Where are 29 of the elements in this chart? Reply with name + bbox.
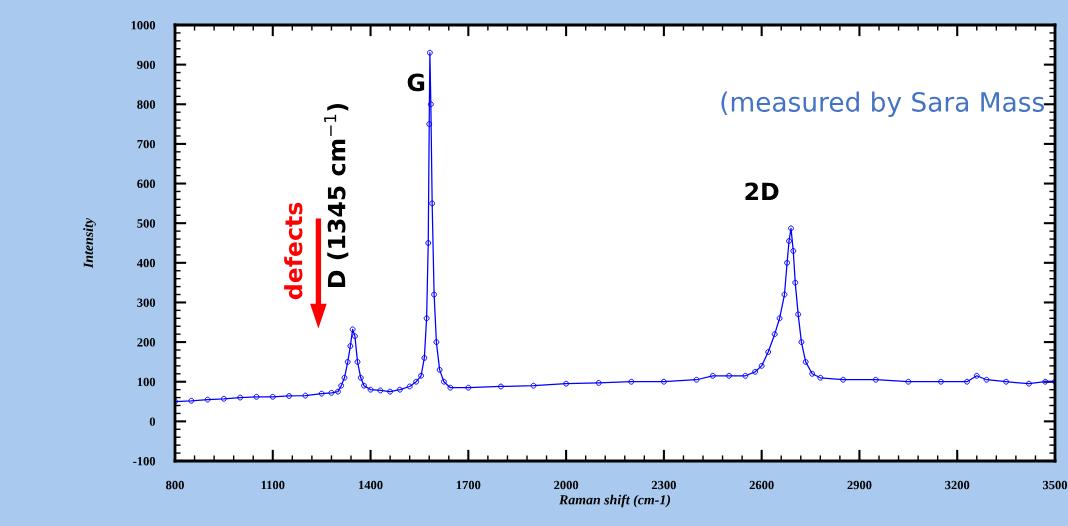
y-tick-label: 700 [137, 139, 156, 149]
x-tick-label: 800 [166, 480, 184, 490]
y-tick-label: 400 [136, 258, 156, 268]
y-tick-label: 1000 [131, 21, 156, 30]
annotation: 2D [745, 182, 779, 200]
x-tick-label: 3200 [945, 480, 970, 490]
y-tick-label: 200 [137, 338, 156, 347]
x-tick-label: 2900 [847, 480, 872, 490]
x-tick-label: 2000 [554, 480, 579, 490]
y-tick-label: 300 [137, 298, 156, 307]
annotation: defects [284, 202, 303, 300]
y-tick-label: 0 [149, 417, 156, 426]
y-axis-title: Intensity [83, 217, 96, 269]
y-tick-label: 500 [137, 219, 156, 228]
x-tick-label: 2300 [651, 480, 676, 490]
x-tick-label: 1700 [456, 480, 481, 490]
annotation: G [407, 73, 425, 92]
y-tick-label: -100 [133, 457, 156, 466]
y-tick-label: 600 [137, 179, 156, 189]
x-tick-label: 3500 [1042, 480, 1068, 490]
y-tick-label: 900 [137, 60, 156, 70]
annotation: (measured by Sara Mass [721, 91, 1044, 118]
x-tick-label: 2600 [749, 480, 774, 490]
x-tick-label: 1400 [359, 480, 383, 490]
x-axis-title: Raman shift (cm-1) [559, 494, 671, 508]
x-tick-label: 1100 [261, 480, 285, 490]
y-tick-label: 100 [137, 377, 156, 387]
annotation: D (1345 cm$^{−1}$) [324, 103, 349, 287]
y-tick-label: 800 [137, 100, 156, 109]
